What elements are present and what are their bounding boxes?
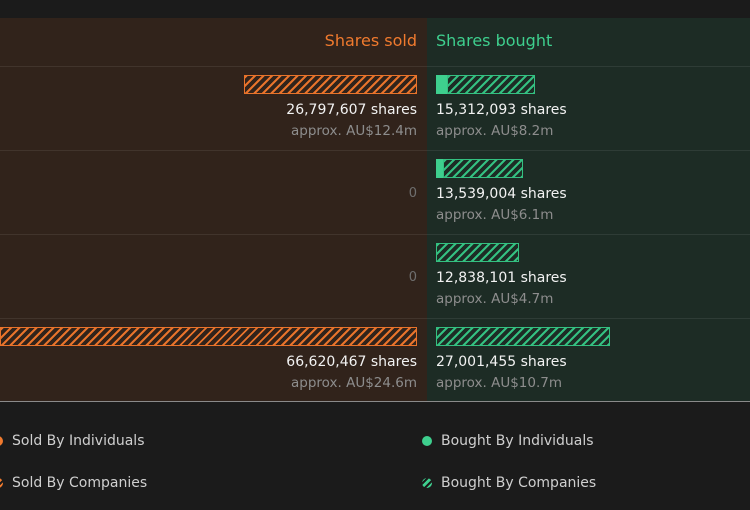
legend-sold-by-individuals[interactable]: Sold By Individuals [0,433,145,449]
bought-individuals-dot-icon [422,436,432,446]
sold-shares-value: 26,797,607 shares [286,102,417,118]
shares-bought-header: Shares bought [436,31,553,50]
bought-approx-value: approx. AU$6.1m [436,207,554,223]
bar-sold-by-companies[interactable] [244,75,417,94]
bought-shares-value: 15,312,093 shares [436,102,567,118]
row-separator [0,234,750,235]
legend-label: Bought By Individuals [441,433,594,449]
bought-approx-value: approx. AU$10.7m [436,375,562,391]
legend-label: Bought By Companies [441,475,597,491]
sold-companies-striped-dot-icon [0,478,3,488]
legend-label: Sold By Companies [12,475,148,491]
bar-bought-by-individuals[interactable] [436,159,443,178]
bought-shares-value: 27,001,455 shares [436,354,567,370]
bar-sold-by-companies[interactable] [0,327,417,346]
legend-bought-by-individuals[interactable]: Bought By Individuals [422,433,594,449]
sold-approx-value: approx. AU$24.6m [291,375,417,391]
row-separator [0,318,750,319]
bought-shares-value: 12,838,101 shares [436,270,567,286]
bought-shares-value: 13,539,004 shares [436,186,567,202]
sold-approx-value: approx. AU$12.4m [291,123,417,139]
bought-approx-value: approx. AU$8.2m [436,123,554,139]
bar-bought-by-companies[interactable] [436,243,519,262]
bar-bought-by-individuals[interactable] [436,75,447,94]
top-bar [0,0,750,18]
row-separator [0,66,750,67]
bar-bought-by-companies[interactable] [443,159,523,178]
legend-label: Sold By Individuals [12,433,145,449]
row-separator [0,150,750,151]
bought-companies-striped-dot-icon [422,478,432,488]
legend-sold-by-companies[interactable]: Sold By Companies [0,475,147,491]
bought-approx-value: approx. AU$4.7m [436,291,554,307]
bar-bought-by-companies[interactable] [447,75,535,94]
sold-shares-value: 66,620,467 shares [286,354,417,370]
sold-zero-value: 0 [408,270,417,285]
sold-zero-value: 0 [408,186,417,201]
legend-bought-by-companies[interactable]: Bought By Companies [422,475,596,491]
chart-baseline [0,401,750,402]
sold-individuals-dot-icon [0,436,3,446]
bar-bought-by-companies[interactable] [436,327,610,346]
shares-sold-header: Shares sold [324,31,417,50]
